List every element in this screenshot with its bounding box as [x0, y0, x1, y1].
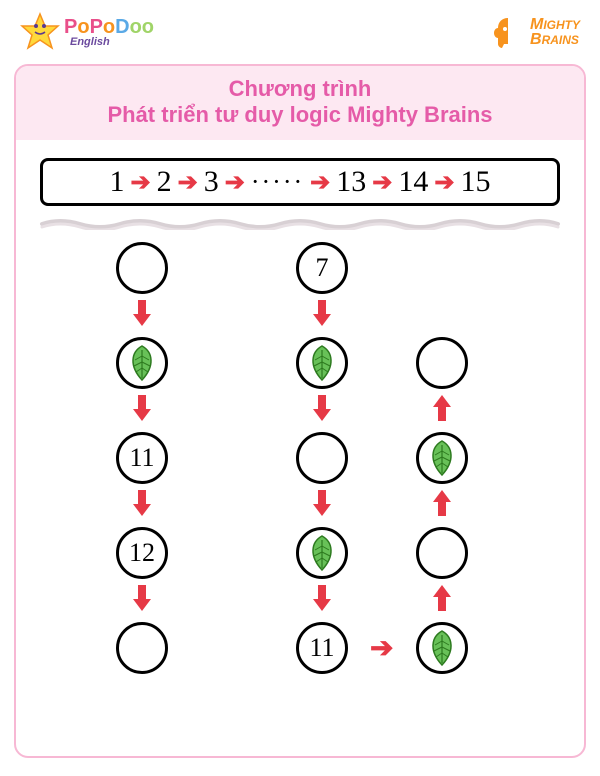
arrow-right-icon: ➔: [372, 168, 392, 197]
popodoo-text: PoPoDoo English: [64, 17, 154, 48]
popodoo-letter: P: [90, 16, 103, 38]
popodoo-letter: o: [130, 16, 142, 38]
arrow-right-icon: ➔: [225, 168, 245, 197]
leaf-circle: [296, 527, 348, 579]
puzzle-grid: 11 12 7 11 ➔: [36, 242, 564, 758]
number-circle: 7: [296, 242, 348, 294]
sequence-item: 13: [336, 165, 366, 199]
popodoo-letter: o: [103, 16, 115, 38]
number-circle: 12: [116, 527, 168, 579]
empty-circle: [416, 527, 468, 579]
popodoo-letter: o: [77, 16, 89, 38]
popodoo-letter: o: [142, 16, 154, 38]
scribble-divider: [38, 216, 562, 230]
leaf-circle: [116, 337, 168, 389]
title-line1: Chương trình: [24, 76, 576, 102]
sequence-item: 3: [204, 165, 219, 199]
leaf-circle: [416, 432, 468, 484]
header: PoPoDoo English MIGHTY BRAINS: [0, 0, 600, 60]
empty-circle: [116, 622, 168, 674]
sequence-item: 1: [110, 165, 125, 199]
sequence-item: 14: [398, 165, 428, 199]
star-icon: [20, 12, 60, 52]
leaf-circle: [416, 622, 468, 674]
popodoo-letter: D: [115, 16, 129, 38]
number-circle: 11: [296, 622, 348, 674]
brain-icon: [490, 14, 526, 50]
arrow-down-icon: [311, 488, 333, 523]
arrow-up-icon: [431, 583, 453, 618]
logo-mighty-brains: MIGHTY BRAINS: [490, 14, 580, 50]
mighty-brains-text: MIGHTY BRAINS: [530, 17, 580, 47]
arrow-down-icon: [131, 393, 153, 428]
leaf-circle: [296, 337, 348, 389]
arrow-up-icon: [431, 488, 453, 523]
popodoo-letter: P: [64, 16, 77, 38]
sequence-item: ·····: [251, 167, 304, 197]
arrow-down-icon: [131, 488, 153, 523]
arrow-down-icon: [131, 298, 153, 333]
arrow-down-icon: [311, 393, 333, 428]
empty-circle: [416, 337, 468, 389]
arrow-right-icon: ➔: [131, 168, 151, 197]
main-frame: Chương trình Phát triển tư duy logic Mig…: [14, 64, 586, 758]
arrow-right-icon: ➔: [370, 634, 393, 662]
sequence-item: 2: [157, 165, 172, 199]
popodoo-sub: English: [70, 37, 154, 48]
arrow-down-icon: [311, 298, 333, 333]
title-banner: Chương trình Phát triển tư duy logic Mig…: [16, 66, 584, 140]
arrow-up-icon: [431, 393, 453, 428]
empty-circle: [296, 432, 348, 484]
arrow-down-icon: [131, 583, 153, 618]
logo-popodoo: PoPoDoo English: [20, 12, 154, 52]
sequence-box: 1➔2➔3➔·····➔13➔14➔15: [40, 158, 560, 206]
arrow-right-icon: ➔: [178, 168, 198, 197]
sequence-item: 15: [460, 165, 490, 199]
arrow-down-icon: [311, 583, 333, 618]
arrow-right-icon: ➔: [434, 168, 454, 197]
title-line2: Phát triển tư duy logic Mighty Brains: [24, 102, 576, 128]
arrow-right-icon: ➔: [310, 168, 330, 197]
popodoo-main: PoPoDoo: [64, 17, 154, 37]
number-circle: 11: [116, 432, 168, 484]
empty-circle: [116, 242, 168, 294]
